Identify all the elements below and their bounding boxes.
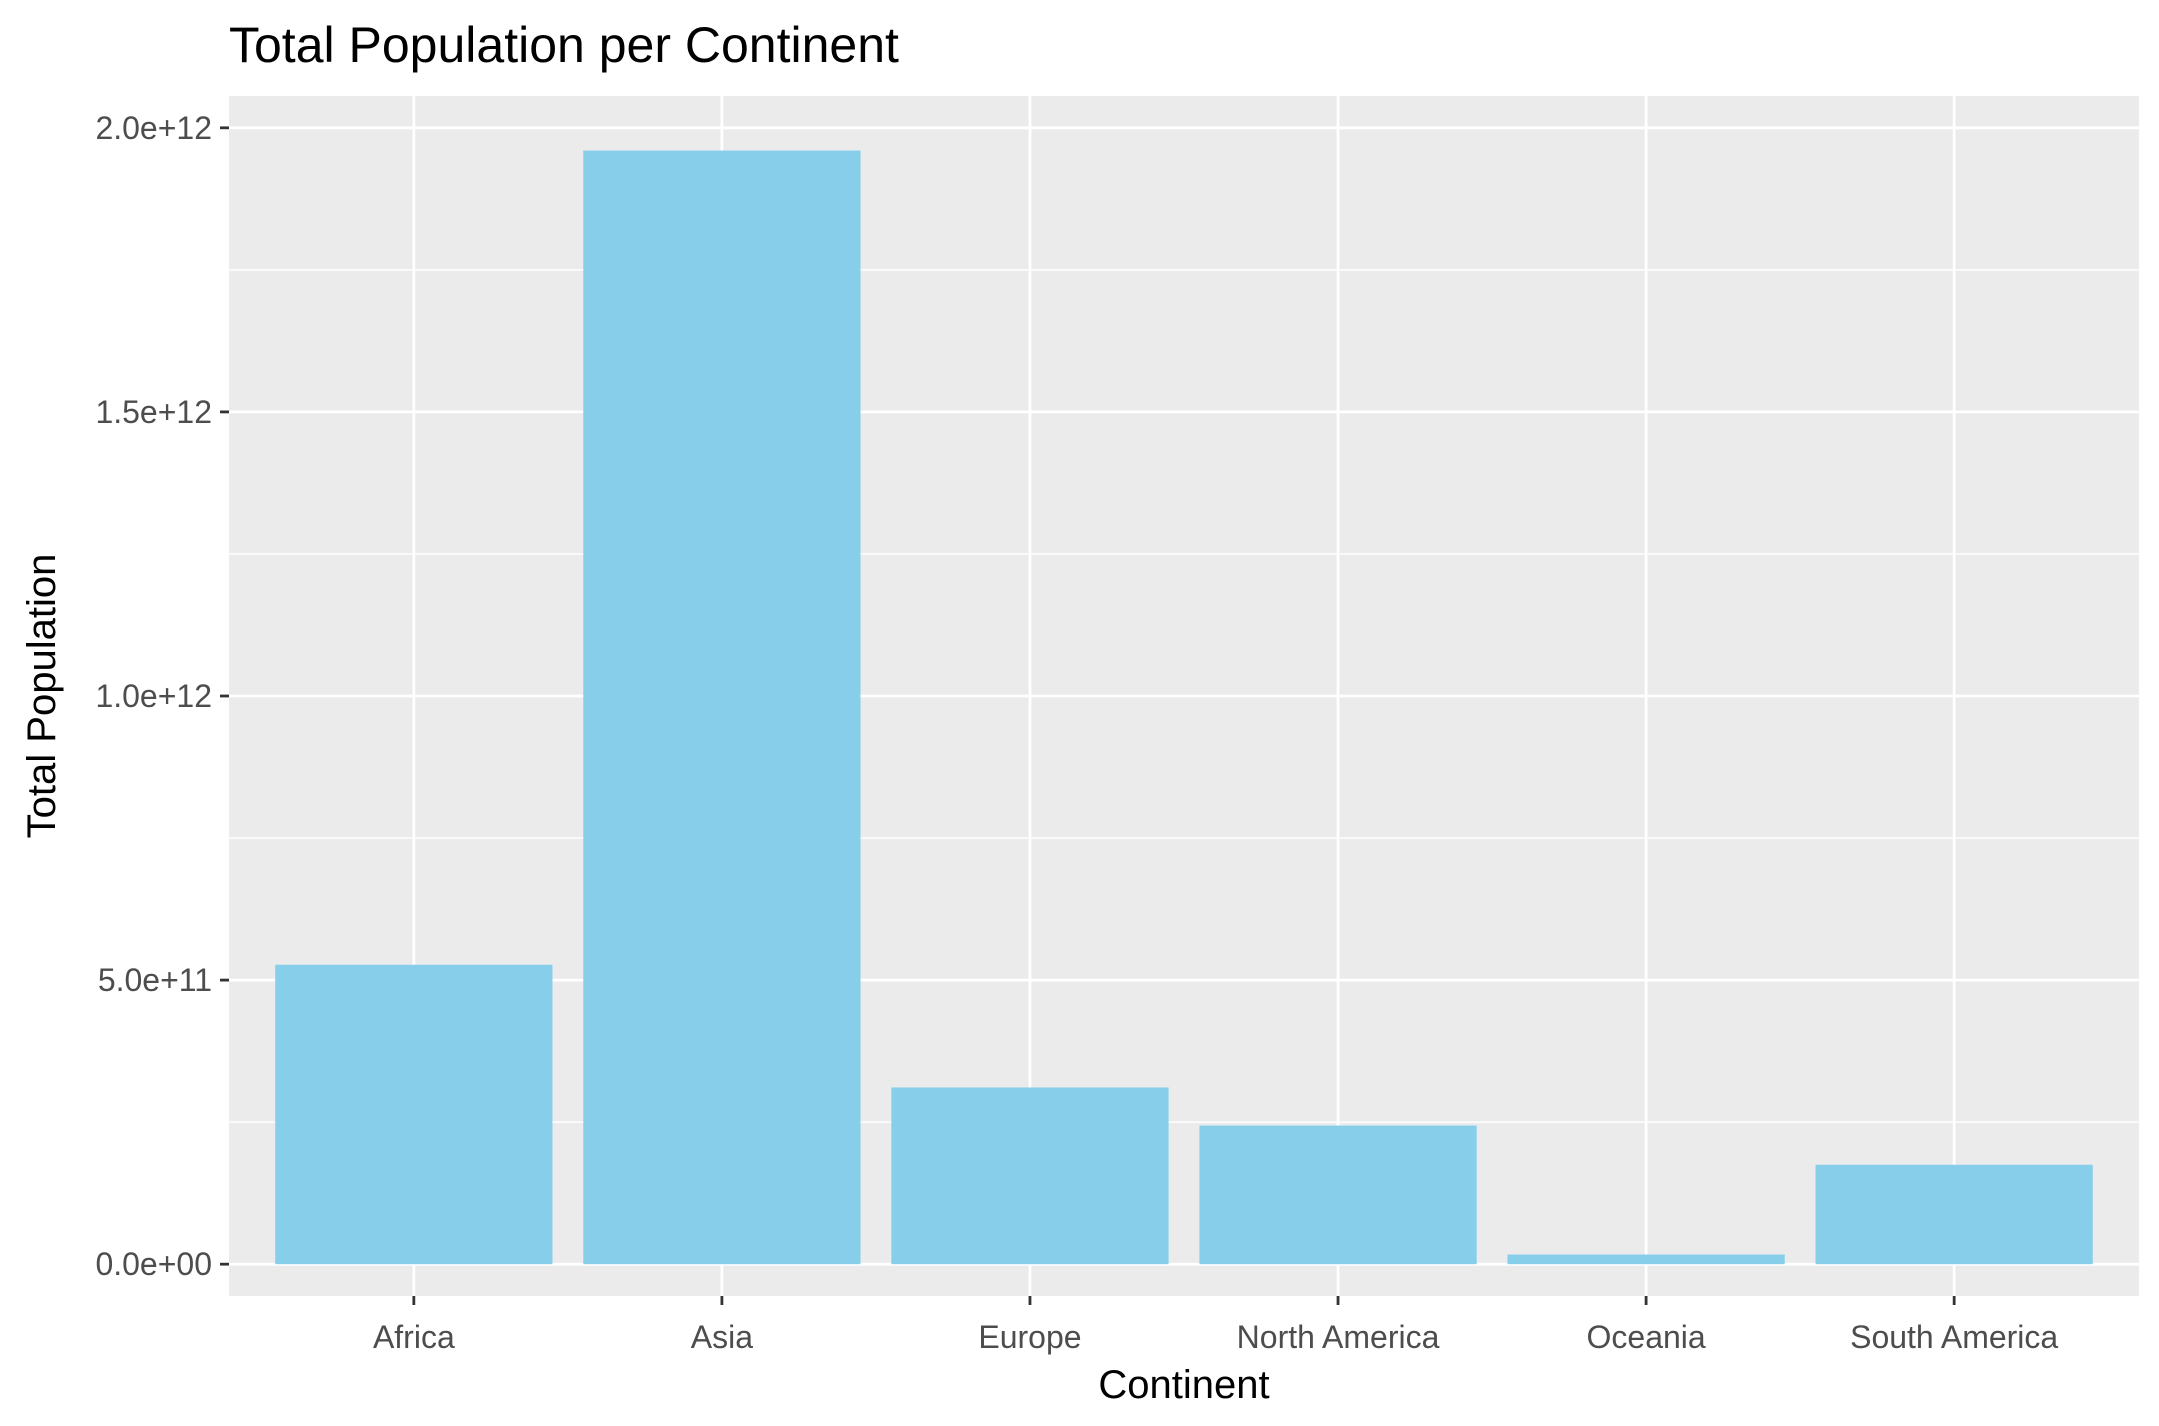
bar-south-america bbox=[1815, 1164, 2093, 1265]
y-axis-title: Total Population bbox=[20, 554, 64, 839]
y-axis: 0.0e+00 5.0e+11 1.0e+12 1.5e+12 2.0e+12 bbox=[95, 110, 229, 1282]
y-tick-label: 1.0e+12 bbox=[95, 678, 212, 714]
bar-oceania bbox=[1507, 1254, 1785, 1265]
bars bbox=[275, 150, 2093, 1265]
x-tick-label: Asia bbox=[691, 1319, 753, 1355]
x-axis-title: Continent bbox=[1098, 1363, 1269, 1407]
bar-europe bbox=[891, 1087, 1169, 1265]
bar-asia bbox=[583, 150, 861, 1265]
y-tick-label: 0.0e+00 bbox=[95, 1246, 212, 1282]
y-tick-label: 1.5e+12 bbox=[95, 394, 212, 430]
y-tick-label: 2.0e+12 bbox=[95, 110, 212, 146]
bar-north-america bbox=[1199, 1125, 1477, 1265]
x-axis: Africa Asia Europe North America Oceania Sout… bbox=[373, 1296, 2058, 1355]
chart-title: Total Population per Continent bbox=[229, 17, 899, 73]
y-tick-label: 5.0e+11 bbox=[98, 962, 212, 998]
x-tick-label: North America bbox=[1237, 1319, 1440, 1355]
x-tick-label: Oceania bbox=[1587, 1319, 1706, 1355]
x-tick-label: South America bbox=[1850, 1319, 2058, 1355]
bar-africa bbox=[275, 964, 553, 1265]
x-tick-label: Europe bbox=[978, 1319, 1081, 1355]
x-tick-label: Africa bbox=[373, 1319, 455, 1355]
